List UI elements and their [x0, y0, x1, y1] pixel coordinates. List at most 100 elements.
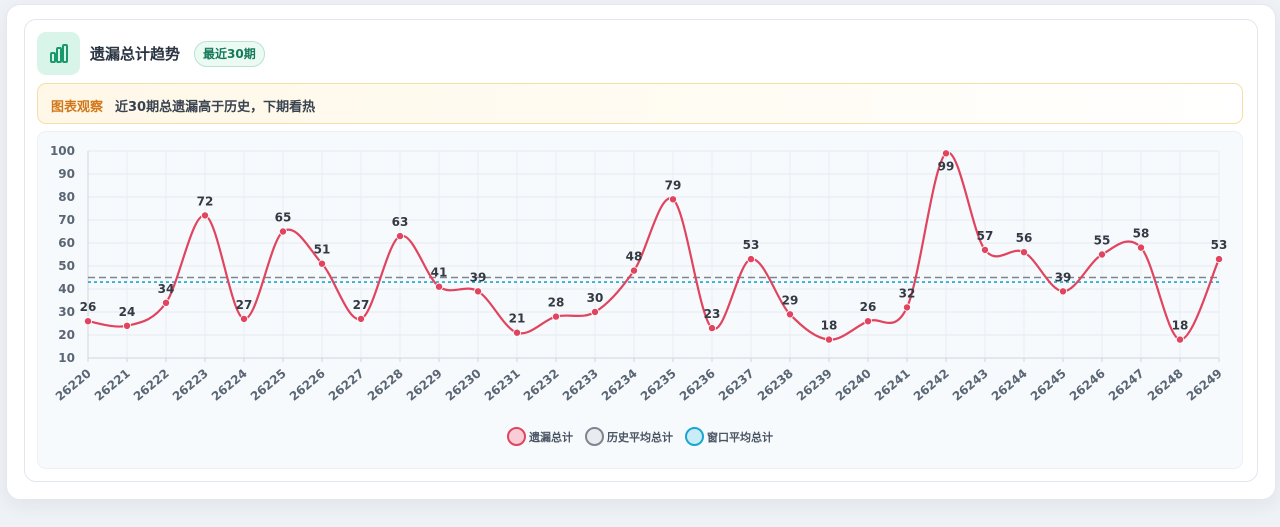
chart-legend: 遗漏总计 历史平均总计 窗口平均总计: [0, 427, 1280, 446]
data-point: [161, 298, 170, 307]
data-label: 30: [587, 291, 604, 305]
data-label: 18: [821, 319, 838, 333]
data-point: [123, 321, 132, 330]
legend-label-history-avg: 历史平均总计: [607, 430, 673, 444]
data-label: 48: [626, 250, 643, 264]
legend-swatch-window-avg: [685, 427, 704, 446]
data-label: 41: [431, 266, 448, 280]
legend-item-window-avg[interactable]: 窗口平均总计: [685, 427, 773, 446]
x-tick-label: 26245: [1028, 366, 1069, 404]
x-tick-label: 26243: [950, 366, 991, 404]
x-tick-label: 26226: [287, 366, 328, 404]
data-point: [1176, 335, 1185, 344]
data-label: 79: [665, 178, 682, 192]
x-tick-label: 26236: [677, 366, 718, 404]
x-tick-label: 26228: [365, 366, 406, 404]
y-tick-label: 90: [58, 167, 75, 181]
data-point: [84, 317, 93, 326]
data-label: 39: [470, 270, 487, 284]
x-tick-label: 26227: [326, 366, 367, 404]
data-point: [434, 282, 443, 291]
data-point: [395, 232, 404, 241]
data-label: 29: [782, 293, 799, 307]
y-tick-label: 100: [50, 144, 75, 158]
y-tick-label: 60: [58, 236, 75, 250]
data-label: 21: [509, 312, 526, 326]
chart-area: [37, 131, 1243, 469]
data-point: [942, 149, 951, 158]
data-point: [552, 312, 561, 321]
x-tick-label: 26247: [1106, 366, 1147, 404]
data-label: 57: [977, 229, 994, 243]
data-label: 53: [743, 238, 760, 252]
data-point: [864, 317, 873, 326]
data-label: 51: [314, 243, 331, 257]
data-point: [981, 245, 990, 254]
data-label: 24: [119, 305, 136, 319]
x-tick-label: 26223: [170, 366, 211, 404]
data-label: 99: [938, 159, 955, 173]
data-label: 26: [80, 300, 97, 314]
data-label: 55: [1094, 234, 1111, 248]
data-point: [630, 266, 639, 275]
data-label: 63: [392, 215, 409, 229]
x-tick-label: 26225: [248, 366, 289, 404]
y-tick-label: 30: [58, 305, 75, 319]
data-point: [669, 195, 678, 204]
observation-banner: 图表观察 近30期总遗漏高于历史，下期看热: [37, 83, 1243, 124]
y-tick-label: 20: [58, 328, 75, 342]
data-label: 27: [236, 298, 253, 312]
data-label: 26: [860, 300, 877, 314]
legend-label-series: 遗漏总计: [529, 430, 573, 444]
x-tick-label: 26234: [599, 366, 640, 404]
data-point: [708, 324, 717, 333]
y-tick-label: 70: [58, 213, 75, 227]
data-label: 53: [1211, 238, 1228, 252]
legend-item-series[interactable]: 遗漏总计: [507, 427, 573, 446]
data-point: [1137, 243, 1146, 252]
data-point: [473, 287, 482, 296]
data-label: 34: [158, 282, 175, 296]
x-tick-label: 26233: [560, 366, 601, 404]
y-tick-label: 40: [58, 282, 75, 296]
y-tick-label: 50: [58, 259, 75, 273]
data-label: 18: [1172, 319, 1189, 333]
y-tick-label: 80: [58, 190, 75, 204]
x-tick-label: 26231: [482, 366, 523, 404]
x-tick-label: 26230: [443, 366, 484, 404]
data-point: [317, 259, 326, 268]
period-badge: 最近30期: [194, 41, 265, 67]
data-point: [786, 310, 795, 319]
y-tick-label: 10: [58, 351, 75, 365]
x-tick-label: 26246: [1067, 366, 1108, 404]
x-tick-label: 26232: [521, 366, 562, 404]
x-tick-label: 26235: [638, 366, 679, 404]
data-label: 23: [704, 307, 721, 321]
data-label: 58: [1133, 227, 1150, 241]
x-tick-label: 26242: [911, 366, 952, 404]
observation-text: 近30期总遗漏高于历史，下期看热: [115, 100, 316, 115]
data-label: 39: [1055, 270, 1072, 284]
x-tick-label: 26240: [833, 366, 874, 404]
x-tick-label: 26244: [989, 366, 1030, 404]
x-tick-label: 26238: [755, 366, 796, 404]
data-point: [239, 314, 248, 323]
data-label: 65: [275, 211, 292, 225]
x-tick-label: 26222: [131, 366, 172, 404]
data-label: 32: [899, 286, 916, 300]
data-point: [903, 303, 912, 312]
x-tick-label: 26237: [716, 366, 757, 404]
data-label: 72: [197, 194, 214, 208]
data-point: [200, 211, 209, 220]
data-label: 27: [353, 298, 370, 312]
x-tick-label: 26249: [1184, 366, 1225, 404]
data-point: [356, 314, 365, 323]
data-point: [747, 255, 756, 264]
x-tick-label: 26221: [92, 366, 133, 404]
legend-item-history-avg[interactable]: 历史平均总计: [585, 427, 673, 446]
data-point: [1020, 248, 1029, 257]
data-point: [825, 335, 834, 344]
legend-label-window-avg: 窗口平均总计: [707, 430, 773, 444]
x-tick-label: 26220: [53, 366, 94, 404]
